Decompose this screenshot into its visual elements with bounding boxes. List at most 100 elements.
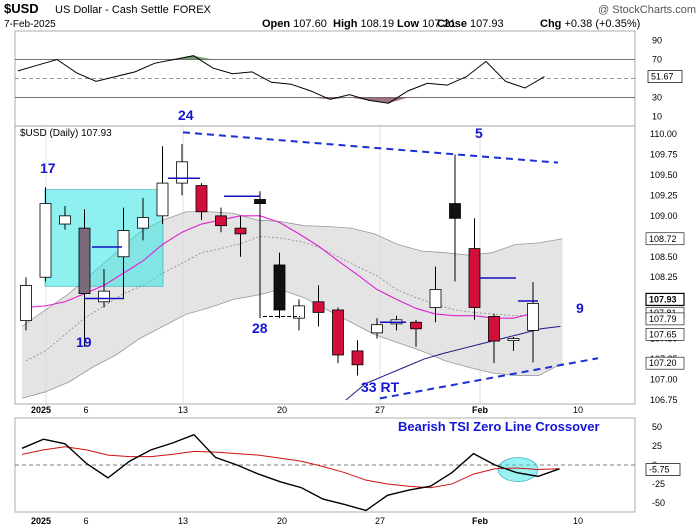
price-tag-box: [645, 328, 685, 341]
x-tick-label: 6: [83, 405, 88, 415]
upper-trendline: [182, 131, 559, 164]
ohlc-high: High 108.19: [333, 18, 394, 30]
price-tick-label: 107.00: [650, 375, 678, 385]
x-tick-label: Feb: [472, 516, 489, 526]
x-tick-label: 13: [178, 516, 188, 526]
ma-short-line: [25, 215, 534, 319]
x-tick-label: 10: [573, 405, 583, 415]
rsi-tick-label: 90: [652, 36, 662, 46]
x-tick-label: 27: [375, 405, 385, 415]
rsi-tick-label: 10: [652, 112, 662, 122]
x-tick-label: Feb: [472, 405, 489, 415]
tsi-tick-label: 25: [652, 441, 662, 451]
price-tag: 107.20: [649, 358, 677, 368]
price-tick-label: 109.75: [650, 149, 678, 159]
candle-body: [410, 321, 422, 330]
candle-body: [215, 215, 227, 227]
wave-label-24: 24: [178, 107, 194, 123]
rsi-value-tag: 51.67: [651, 72, 674, 82]
candle-body: [371, 324, 383, 334]
tsi-tick-label: 50: [652, 422, 662, 432]
candle-body: [59, 215, 71, 225]
rsi-value-tag-box: [647, 70, 683, 83]
ohlc-chg: Chg +0.38 (+0.35%): [540, 18, 640, 30]
x-tick-label: 2025: [31, 516, 51, 526]
ohlc-low: Low 107.21: [397, 18, 456, 30]
x-tick-label: 27: [375, 516, 385, 526]
price-tag: 107.65: [649, 329, 677, 339]
price-legend: $USD (Daily) 107.93: [20, 128, 112, 139]
wave-label-17: 17: [40, 160, 56, 176]
x-tick-label: 10: [573, 516, 583, 526]
candle-body: [117, 230, 130, 258]
tsi-value-tag: -5.75: [649, 465, 670, 475]
candle-body: [527, 303, 539, 331]
price-tag-box: [645, 312, 685, 326]
candle-body: [429, 289, 442, 308]
chart-date: 7-Feb-2025: [4, 19, 56, 30]
tsi-layer: 50250-25-50-5.75: [15, 422, 681, 512]
x-tick-label: 13: [178, 405, 188, 415]
x-tick-label: 2025: [31, 405, 51, 415]
ma-long-line: [345, 325, 561, 401]
price-tick-label: 108.25: [650, 272, 678, 282]
candle-body: [273, 264, 286, 311]
ohlc-close: Close 107.93: [437, 18, 504, 30]
x-tick-label: 20: [277, 405, 287, 415]
watermark: @ StockCharts.com: [598, 4, 696, 16]
candle-body: [137, 217, 149, 229]
tsi-signal-line: [21, 446, 560, 489]
price-tag: 107.79: [649, 314, 677, 324]
tsi-value-tag-box: [645, 463, 681, 476]
candle-body: [20, 285, 32, 322]
rsi-tick-label: 70: [652, 55, 662, 65]
ohlc-open: Open 107.60: [262, 18, 327, 30]
x-tick-label: 6: [83, 516, 88, 526]
price-tick-label: 110.00: [650, 129, 677, 139]
wave-label-28: 28: [252, 320, 268, 336]
price-tag-box: [645, 356, 685, 370]
candle-body: [195, 185, 208, 213]
price-tag: 108.72: [649, 234, 677, 244]
price-tick-label: 108.50: [650, 252, 678, 262]
candle-body: [293, 305, 305, 319]
exchange-label: FOREX: [173, 4, 212, 16]
price-tick-label: 109.25: [650, 190, 678, 200]
wave-label-19: 19: [76, 334, 92, 350]
price-tick-label: 109.00: [650, 211, 678, 221]
candle-body: [156, 182, 169, 217]
wave-label-9: 9: [576, 300, 584, 316]
tsi-line: [21, 433, 560, 512]
price-tick-label: 109.50: [650, 170, 678, 180]
x-axis-labels-bottom: 2025 6 13 20 27 Feb 10: [31, 516, 583, 526]
x-axis-labels-mid: 2025 6 13 20 27 Feb 10: [31, 405, 583, 415]
candle-body: [507, 338, 520, 342]
instrument-name: US Dollar - Cash Settle: [55, 4, 169, 16]
candle-body: [449, 203, 461, 219]
rsi-tick-label: 30: [652, 93, 662, 103]
candle-body: [332, 309, 344, 356]
candle-body: [39, 203, 52, 278]
price-layer: 110.00109.75109.50109.25109.00108.75108.…: [20, 126, 685, 405]
candle-body: [78, 227, 91, 294]
lower-trendline: [379, 357, 599, 400]
candle-body: [351, 350, 364, 366]
candle-body: [176, 161, 188, 184]
candle-body: [312, 301, 325, 313]
tsi-tick-label: -25: [652, 479, 665, 489]
tsi-tick-label: -50: [652, 498, 665, 508]
candle-body: [98, 290, 110, 303]
candle-body: [488, 316, 500, 342]
price-tag-box: [645, 292, 685, 307]
wave-label-33: 33 RT: [361, 379, 400, 395]
wave-label-5: 5: [475, 125, 483, 141]
bollinger-lower: [21, 289, 563, 399]
candle-body: [254, 199, 266, 204]
price-tag: 107.93: [649, 294, 677, 304]
price-tick-label: 106.75: [650, 395, 678, 405]
x-tick-label: 20: [277, 516, 287, 526]
candle-body: [234, 227, 247, 235]
rsi-layer: 907050301051.67: [15, 36, 683, 122]
